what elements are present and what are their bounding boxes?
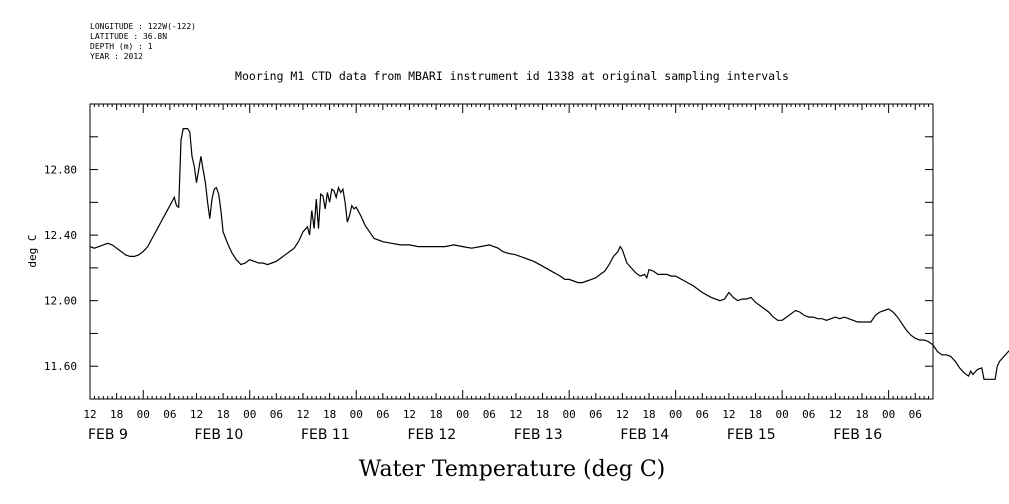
y-tick-label: 12.40	[44, 229, 77, 242]
x-day-label: FEB 9	[88, 427, 128, 443]
y-tick-labels: 11.60 12.00 12.40 12.80	[44, 164, 77, 374]
y-tick-label: 11.60	[44, 360, 77, 373]
x-hour-label: 00	[669, 408, 682, 421]
x-day-label: FEB 12	[407, 427, 456, 443]
axis-ticks	[89, 103, 934, 400]
x-hour-label: 00	[243, 408, 256, 421]
plot-frame	[89, 103, 934, 400]
x-hour-label: 00	[456, 408, 469, 421]
x-hour-label: 06	[909, 408, 922, 421]
x-hour-label: 06	[376, 408, 389, 421]
x-hour-label: 12	[296, 408, 309, 421]
x-hour-label: 12	[83, 408, 96, 421]
x-hour-label: 00	[776, 408, 789, 421]
x-hour-label: 18	[749, 408, 762, 421]
x-day-label: FEB 13	[514, 427, 563, 443]
x-hour-label: 06	[270, 408, 283, 421]
x-hour-labels: 12 18 00 06 12 18 00 06 12 18 00 06 12 18 00 06 12 18 00 06…	[83, 408, 922, 421]
x-hour-label: 12	[616, 408, 629, 421]
x-hour-label: 12	[509, 408, 522, 421]
latitude-label: LATITUDE : 36.8N	[90, 32, 168, 41]
x-hour-label: 06	[589, 408, 602, 421]
x-day-label: FEB 14	[620, 427, 669, 443]
x-day-label: FEB 16	[833, 427, 882, 443]
metadata-block: LONGITUDE : 122W(-122) LATITUDE : 36.8N …	[90, 22, 196, 62]
x-hour-label: 18	[323, 408, 336, 421]
x-hour-label: 18	[642, 408, 655, 421]
y-tick-label: 12.00	[44, 295, 77, 308]
x-day-label: FEB 15	[727, 427, 776, 443]
depth-label: DEPTH (m) : 1	[90, 42, 153, 51]
x-hour-label: 12	[829, 408, 842, 421]
x-hour-label: 06	[483, 408, 496, 421]
x-hour-label: 18	[110, 408, 123, 421]
x-hour-label: 06	[696, 408, 709, 421]
y-tick-label: 12.80	[44, 164, 77, 177]
x-day-label: FEB 11	[301, 427, 350, 443]
x-hour-label: 00	[563, 408, 576, 421]
longitude-label: LONGITUDE : 122W(-122)	[90, 22, 196, 31]
chart-title: Mooring M1 CTD data from MBARI instrumen…	[235, 69, 789, 83]
x-hour-label: 12	[190, 408, 203, 421]
x-hour-label: 18	[216, 408, 229, 421]
x-hour-label: 00	[350, 408, 363, 421]
year-label: YEAR : 2012	[90, 52, 143, 61]
x-hour-label: 18	[855, 408, 868, 421]
x-day-label: FEB 10	[194, 427, 243, 443]
x-day-labels: FEB 9 FEB 10 FEB 11 FEB 12 FEB 13 FEB 14 FEB 1…	[88, 427, 882, 443]
temperature-series-line	[89, 128, 1009, 380]
x-hour-label: 12	[722, 408, 735, 421]
x-hour-label: 12	[403, 408, 416, 421]
x-hour-label: 18	[429, 408, 442, 421]
x-axis-label: Water Temperature (deg C)	[359, 457, 666, 482]
y-axis-label: deg C	[26, 234, 39, 267]
x-hour-label: 18	[536, 408, 549, 421]
x-hour-label: 00	[882, 408, 895, 421]
x-hour-label: 06	[802, 408, 815, 421]
x-hour-label: 00	[137, 408, 150, 421]
x-hour-label: 06	[163, 408, 176, 421]
